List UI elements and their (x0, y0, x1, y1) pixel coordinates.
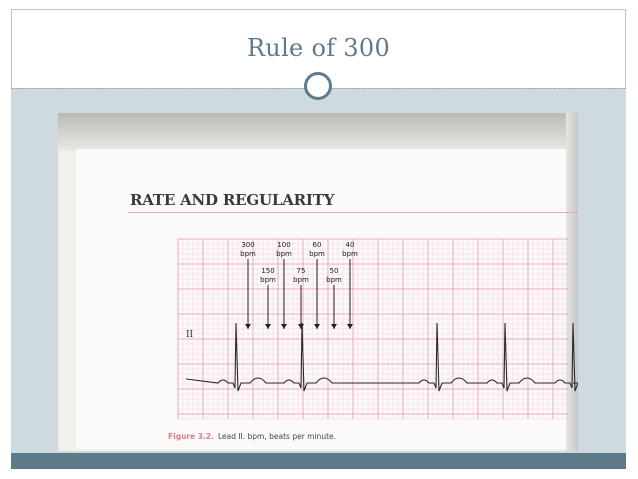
slide-title: Rule of 300 (246, 34, 391, 62)
section-heading: RATE AND REGULARITY (130, 191, 335, 209)
marker-top-2-arrowhead-icon (314, 324, 320, 329)
marker-top-3-arrowhead-icon (347, 324, 353, 329)
marker-top-2-rate: 60 (313, 241, 322, 249)
footer-band (11, 453, 626, 469)
scan-shadow (58, 113, 578, 151)
ecg-trace (185, 322, 578, 392)
marker-bottom-2-rate: 50 (330, 267, 339, 275)
marker-top-2-unit: bpm (309, 250, 325, 258)
caption-text: Lead II. bpm, beats per minute. (217, 432, 337, 441)
ecg-grid (177, 238, 569, 420)
marker-top-0-unit: bpm (240, 250, 256, 258)
lead-label: II (186, 330, 194, 340)
marker-bottom-1-rate: 75 (297, 267, 306, 275)
marker-top-0-arrowhead-icon (245, 324, 251, 329)
marker-bottom-0-arrowhead-icon (265, 324, 271, 329)
marker-bottom-0-unit: bpm (260, 276, 276, 284)
figure-caption: Figure 3.2. Lead II. bpm, beats per minut… (168, 432, 336, 441)
marker-bottom-2-unit: bpm (326, 276, 342, 284)
marker-bottom-2-arrowhead-icon (331, 324, 337, 329)
ring-ornament-icon (304, 72, 332, 100)
scan-edge (566, 113, 578, 451)
marker-bottom-1-unit: bpm (293, 276, 309, 284)
marker-top-1-arrowhead-icon (281, 324, 287, 329)
caption-figure-number: Figure 3.2. (168, 432, 214, 441)
scanned-figure: II 300 bpm 100 bpm 60 bpm 40 bpm 150 bpm 75 bpm 50 bpm… (58, 113, 578, 451)
slide: Rule of 300 II 300 bpm 100 bpm 60 bpm 40 bpm 150 b… (11, 9, 626, 469)
marker-top-3-rate: 40 (346, 241, 355, 249)
marker-bottom-0-rate: 150 (261, 267, 274, 275)
marker-top-1-rate: 100 (277, 241, 290, 249)
heading-rule (128, 212, 578, 213)
marker-top-1-unit: bpm (276, 250, 292, 258)
marker-top-0-rate: 300 (241, 241, 254, 249)
marker-bottom-1-arrowhead-icon (298, 324, 304, 329)
marker-top-3-unit: bpm (342, 250, 358, 258)
